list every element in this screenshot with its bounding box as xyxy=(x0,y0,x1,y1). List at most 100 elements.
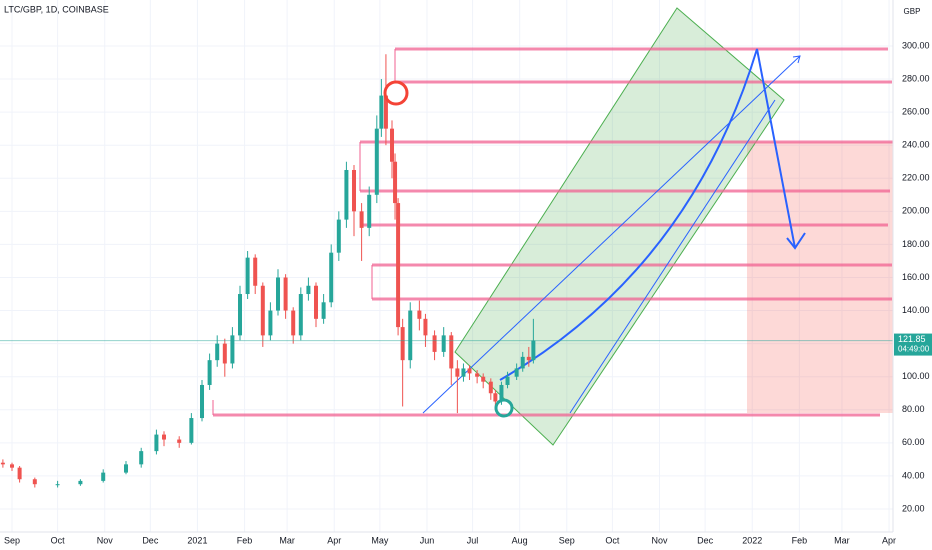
x-tick-label: Sep xyxy=(559,535,575,545)
candle-body xyxy=(55,484,60,486)
candle-body xyxy=(10,464,15,468)
candle-body xyxy=(461,368,466,377)
y-tick-label: 260.00 xyxy=(902,106,930,116)
candles xyxy=(0,54,893,488)
candle-body xyxy=(177,439,182,443)
last-price-label: 121.85 xyxy=(898,334,926,344)
candle-body xyxy=(124,464,129,473)
candle-body xyxy=(291,310,296,336)
candle-body xyxy=(222,343,227,364)
candle-body xyxy=(396,203,401,328)
x-tick-label: Nov xyxy=(652,535,669,545)
x-tick-label: Dec xyxy=(142,535,159,545)
candle-body xyxy=(488,381,493,394)
candle-body xyxy=(329,252,334,303)
candle-body xyxy=(245,257,250,295)
candle-body xyxy=(374,128,379,195)
candle-body xyxy=(0,462,5,465)
candle-body xyxy=(455,368,460,377)
y-tick-label: 140.00 xyxy=(902,305,930,315)
candle-body xyxy=(268,310,273,336)
candle-body xyxy=(467,368,472,374)
x-tick-label: Jun xyxy=(420,535,435,545)
candle-body xyxy=(423,318,428,336)
candle-body xyxy=(393,161,398,204)
candle-body xyxy=(253,257,258,286)
candle-body xyxy=(514,368,519,377)
y-tick-label: 200.00 xyxy=(902,206,930,216)
y-tick-label: 80.00 xyxy=(902,404,925,414)
candle-body xyxy=(189,418,194,443)
x-tick-label: Feb xyxy=(792,535,808,545)
x-tick-label: Oct xyxy=(51,535,66,545)
y-tick-label: 180.00 xyxy=(902,239,930,249)
candle-body xyxy=(260,285,265,336)
x-tick-label: Sep xyxy=(4,535,20,545)
candle-body xyxy=(139,451,144,465)
y-tick-label: 160.00 xyxy=(902,272,930,282)
candle-body xyxy=(449,335,454,369)
candle-body xyxy=(17,467,22,480)
x-tick-label: Jul xyxy=(467,535,479,545)
candle-body xyxy=(101,472,106,481)
arrow-head xyxy=(786,232,806,250)
short-zone xyxy=(747,142,893,413)
trend-line xyxy=(569,99,776,414)
x-tick-label: Apr xyxy=(327,535,341,545)
trend-line xyxy=(422,55,801,414)
candle-body xyxy=(154,434,159,452)
candle-body xyxy=(230,335,235,364)
currency-label: GBP xyxy=(904,7,921,16)
candle-body xyxy=(417,310,422,319)
arrow-head xyxy=(792,55,801,64)
y-tick-label: 300.00 xyxy=(902,40,930,50)
y-tick-label: 240.00 xyxy=(902,140,930,150)
y-tick-label: 40.00 xyxy=(902,470,925,480)
candle-body xyxy=(276,277,281,311)
candle-body xyxy=(383,95,388,129)
axes: 20.0040.0060.0080.00100.00120.00140.0016… xyxy=(4,40,932,545)
candle-body xyxy=(306,285,311,295)
candle-body xyxy=(400,327,405,361)
x-tick-label: Dec xyxy=(697,535,714,545)
candle-body xyxy=(200,384,205,419)
y-tick-label: 220.00 xyxy=(902,173,930,183)
x-tick-label: May xyxy=(371,535,389,545)
candle-body xyxy=(344,169,349,220)
candle-body xyxy=(493,393,498,402)
countdown-label: 04:49:00 xyxy=(898,345,930,354)
y-tick-label: 60.00 xyxy=(902,437,925,447)
candle-body xyxy=(321,302,326,319)
candle-body xyxy=(526,356,531,361)
y-tick-label: 100.00 xyxy=(902,371,930,381)
candle-body xyxy=(336,219,341,253)
candle-body xyxy=(441,335,446,352)
candle-body xyxy=(499,384,504,402)
candle-body xyxy=(408,310,413,361)
candle-body xyxy=(314,285,319,319)
candle-body xyxy=(298,294,303,336)
candle-body xyxy=(215,343,220,361)
top-marker xyxy=(383,80,409,106)
bottom-marker xyxy=(494,398,514,418)
candle-body xyxy=(162,434,167,440)
candle-body xyxy=(481,376,486,382)
candle-body xyxy=(390,128,395,162)
candle-body xyxy=(238,294,243,336)
candle-body xyxy=(367,194,372,228)
candle-body xyxy=(283,277,288,311)
x-tick-label: 2021 xyxy=(187,535,207,545)
x-tick-label: Mar xyxy=(279,535,295,545)
x-tick-label: Aug xyxy=(512,535,528,545)
candle-body xyxy=(359,211,364,228)
x-tick-label: Mar xyxy=(834,535,850,545)
candle-body xyxy=(78,480,83,485)
candle-body xyxy=(32,479,37,485)
candle-body xyxy=(352,169,357,212)
candle-body xyxy=(475,373,480,377)
drawings xyxy=(212,7,893,446)
x-tick-label: Oct xyxy=(605,535,620,545)
candle-body xyxy=(505,376,510,385)
y-tick-label: 280.00 xyxy=(902,73,930,83)
